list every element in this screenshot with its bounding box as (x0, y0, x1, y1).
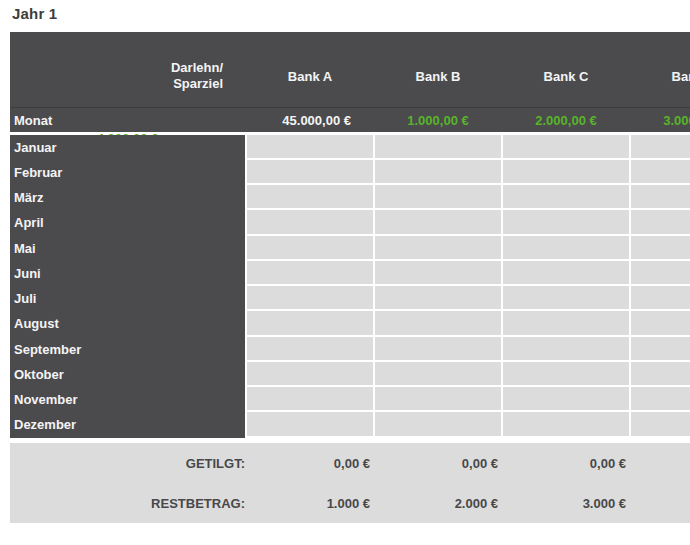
month-cell[interactable] (375, 185, 501, 208)
bank-target-cell[interactable]: 3.000,00 € (631, 113, 690, 128)
month-cell[interactable] (631, 236, 690, 259)
month-cell[interactable] (375, 387, 501, 410)
bank-header-cell[interactable]: Bank A (247, 69, 373, 84)
month-cell[interactable] (503, 387, 629, 410)
goal-header-cell[interactable]: Darlehn/ Sparziel (10, 60, 245, 92)
month-cell[interactable] (503, 286, 629, 309)
month-row-label[interactable]: August (10, 311, 245, 336)
month-cell[interactable] (631, 160, 690, 183)
table-body: JanuarFebruarMärzAprilMaiJuniJuliAugustS… (10, 135, 690, 438)
month-row-label[interactable]: Juli (10, 286, 245, 311)
month-cell[interactable] (375, 160, 501, 183)
month-cell[interactable] (247, 210, 373, 233)
footer-value-cell[interactable]: 2.000 € (375, 496, 501, 511)
month-cell[interactable] (631, 210, 690, 233)
month-cell[interactable] (503, 337, 629, 360)
month-cell[interactable] (631, 387, 690, 410)
month-cell[interactable] (503, 210, 629, 233)
month-cell[interactable] (503, 362, 629, 385)
footer-label-cell[interactable]: GETILGT: (10, 456, 245, 471)
month-cell[interactable] (375, 362, 501, 385)
table-footer: GETILGT:0,00 €0,00 €0,00 €RESTBETRAG:1.0… (10, 443, 690, 523)
month-cell[interactable] (247, 236, 373, 259)
month-cell[interactable] (503, 135, 629, 158)
month-cell[interactable] (375, 261, 501, 284)
month-cell[interactable] (503, 236, 629, 259)
month-cell[interactable] (375, 236, 501, 259)
month-cell[interactable] (631, 311, 690, 334)
month-cell[interactable] (503, 311, 629, 334)
bank-target-cell[interactable]: 2.000,00 € (503, 113, 629, 128)
footer-row: RESTBETRAG:1.000 €2.000 €3.000 € (10, 483, 690, 523)
month-cell[interactable] (631, 337, 690, 360)
goal-header-line1: Darlehn/ (10, 60, 223, 76)
month-cell[interactable] (247, 286, 373, 309)
month-cell[interactable] (375, 311, 501, 334)
month-cell[interactable] (503, 261, 629, 284)
month-cell[interactable] (375, 412, 501, 435)
month-cell[interactable] (247, 261, 373, 284)
month-cell[interactable] (247, 337, 373, 360)
month-row-label[interactable]: Januar (10, 135, 245, 160)
goal-value-cell[interactable]: 45.000,00 € (247, 113, 373, 128)
month-cell[interactable] (631, 412, 690, 435)
month-cell[interactable] (247, 135, 373, 158)
goal-header-line2: Sparziel (10, 76, 223, 92)
month-cell[interactable] (247, 160, 373, 183)
footer-value-cell[interactable]: 3.000 € (503, 496, 629, 511)
month-cell[interactable] (375, 210, 501, 233)
month-cell[interactable] (247, 311, 373, 334)
month-row-label[interactable]: Dezember (10, 412, 245, 437)
month-cell[interactable] (247, 185, 373, 208)
month-row-label[interactable]: April (10, 210, 245, 235)
page-title: Jahr 1 (12, 5, 57, 22)
bank-header-cell[interactable]: Bank B (375, 69, 501, 84)
month-row-label[interactable]: März (10, 185, 245, 210)
month-row-label[interactable]: Oktober (10, 362, 245, 387)
footer-label-cell[interactable]: RESTBETRAG: (10, 496, 245, 511)
month-cell[interactable] (631, 135, 690, 158)
savings-table: Darlehn/ Sparziel Bank ABank BBank CBank… (10, 32, 690, 523)
month-cell[interactable] (631, 261, 690, 284)
month-row-label[interactable]: Juni (10, 261, 245, 286)
month-cell[interactable] (247, 412, 373, 435)
month-row-label[interactable]: Mai (10, 236, 245, 261)
bank-header-cell[interactable]: Bank D (631, 69, 690, 84)
month-cell[interactable] (631, 362, 690, 385)
footer-value-cell[interactable]: 0,00 € (375, 456, 501, 471)
month-cell[interactable] (247, 387, 373, 410)
month-cell[interactable] (375, 135, 501, 158)
footer-value-cell[interactable]: 0,00 € (503, 456, 629, 471)
month-cell[interactable] (631, 286, 690, 309)
month-cell[interactable] (503, 412, 629, 435)
footer-value-cell[interactable]: 0,00 € (247, 456, 373, 471)
month-row-label[interactable]: November (10, 387, 245, 412)
footer-value-cell[interactable]: 1.000 € (247, 496, 373, 511)
month-cell[interactable] (375, 337, 501, 360)
monat-label-cell[interactable]: Monat (10, 113, 245, 128)
month-row-label[interactable]: Februar (10, 160, 245, 185)
month-cell[interactable] (375, 286, 501, 309)
month-row-label[interactable]: September (10, 337, 245, 362)
bank-target-cell[interactable]: 1.000,00 € (375, 113, 501, 128)
bank-header-cell[interactable]: Bank C (503, 69, 629, 84)
header-names-row: Darlehn/ Sparziel Bank ABank BBank CBank… (10, 32, 690, 108)
footer-row: GETILGT:0,00 €0,00 €0,00 € (10, 443, 690, 483)
table-header: Darlehn/ Sparziel Bank ABank BBank CBank… (10, 32, 690, 132)
month-cell[interactable] (247, 362, 373, 385)
month-column: JanuarFebruarMärzAprilMaiJuniJuliAugustS… (10, 135, 245, 438)
month-cell[interactable] (631, 185, 690, 208)
month-cell[interactable] (503, 185, 629, 208)
cell-grid (247, 135, 690, 436)
month-cell[interactable] (503, 160, 629, 183)
